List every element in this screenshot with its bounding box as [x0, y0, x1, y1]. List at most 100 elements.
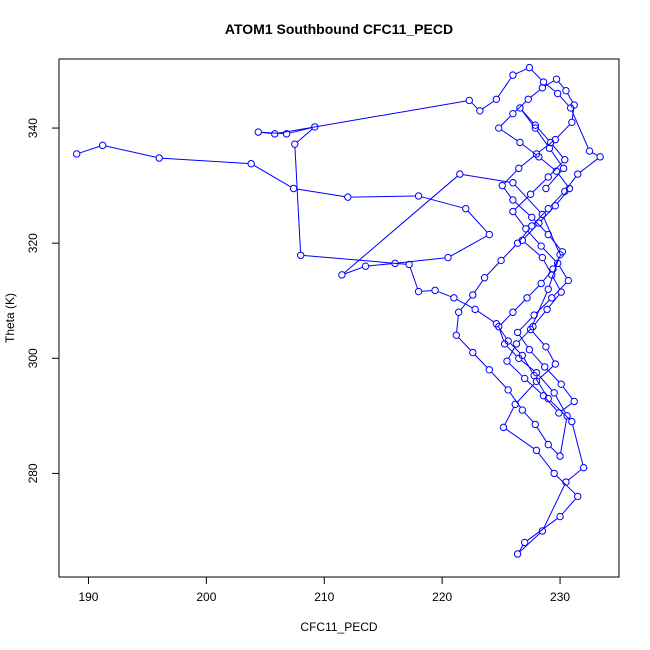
data-point: [550, 469, 558, 478]
y-axis-label: Theta (K): [3, 293, 17, 343]
series-line-segment: [538, 365, 554, 380]
data-point: [271, 130, 279, 138]
series-line-segment: [514, 213, 525, 227]
series-line-segment: [456, 315, 459, 333]
series-line-segment: [474, 280, 484, 293]
data-point: [509, 71, 517, 79]
series-line-segment: [458, 337, 471, 351]
data-point: [513, 550, 522, 558]
series-line-segment: [579, 158, 598, 173]
series-line-segment: [557, 124, 570, 138]
data-point: [509, 109, 517, 118]
data-point: [480, 274, 489, 282]
data-point: [545, 144, 554, 152]
data-point: [538, 210, 547, 219]
data-point: [559, 164, 568, 173]
data-point: [532, 446, 541, 455]
data-point: [568, 417, 576, 426]
series-line-segment: [514, 201, 530, 216]
data-point: [476, 107, 484, 115]
series-line-segment: [517, 383, 535, 403]
data-point: [563, 412, 571, 420]
data-point: [548, 271, 556, 279]
data-point: [512, 340, 521, 348]
data-point: [525, 345, 534, 354]
series-line-segment: [549, 236, 561, 250]
data-point: [574, 170, 582, 178]
series-line-segment: [562, 386, 573, 400]
data-point: [524, 95, 532, 103]
series-line-segment: [538, 452, 553, 472]
series-line-segment: [351, 195, 416, 198]
data-point: [579, 463, 588, 472]
series-line-segment: [519, 228, 531, 242]
data-point: [552, 167, 561, 175]
series-line-segment: [514, 184, 541, 213]
data-point: [391, 259, 399, 268]
data-point: [254, 128, 262, 136]
series-line-segment: [559, 95, 569, 106]
data-point: [469, 291, 477, 299]
series-line-segment: [561, 498, 577, 515]
data-point: [518, 236, 527, 245]
y-tick-label: 320: [26, 233, 40, 253]
series-line-segment: [540, 158, 555, 170]
data-point: [155, 154, 163, 162]
series-line-segment: [477, 310, 495, 323]
data-point: [531, 121, 539, 129]
series-line-segment: [344, 266, 363, 275]
series-line-segment: [552, 144, 564, 158]
series-line-segment: [550, 150, 563, 167]
series-line-segment: [530, 89, 541, 98]
data-point: [405, 260, 413, 269]
series-line-segment: [519, 532, 541, 553]
series-line-segment: [547, 349, 555, 362]
data-point: [509, 207, 517, 216]
series-line-segment: [567, 93, 574, 103]
x-tick-label: 190: [78, 590, 98, 604]
data-point: [504, 386, 512, 394]
data-point: [247, 160, 255, 168]
data-point: [414, 192, 423, 200]
series-line-segment: [536, 426, 547, 443]
series-line-segment: [528, 285, 540, 296]
series-line-segment: [558, 81, 565, 89]
data-point: [557, 288, 565, 296]
data-point: [72, 150, 81, 158]
series-line-segment: [520, 359, 535, 372]
series-line-segment: [527, 230, 540, 244]
data-point: [556, 452, 564, 460]
series-line-segment: [536, 299, 550, 314]
series-line-segment: [532, 331, 545, 345]
series-line-segment: [482, 100, 495, 110]
data-point: [543, 305, 551, 314]
series-line-segment: [501, 129, 518, 142]
data-point: [471, 305, 479, 314]
series-line-segment: [543, 484, 566, 529]
data-point: [565, 184, 574, 193]
series-line-segment: [499, 329, 505, 342]
series-line-segment: [545, 83, 556, 92]
axes: 190 200 210 220 230 280 300 320 340: [26, 118, 570, 604]
series-line-segment: [568, 469, 582, 481]
series-line-segment: [518, 328, 532, 342]
data-point: [98, 141, 107, 150]
series-line-segment: [505, 428, 535, 449]
data-point: [556, 512, 564, 521]
series-line-segment: [486, 262, 500, 276]
series-line-segment: [543, 260, 551, 273]
data-point: [532, 368, 541, 377]
data-point: [550, 389, 558, 397]
data-point: [361, 262, 370, 270]
series-line-segment: [261, 131, 272, 134]
data-point: [485, 230, 494, 239]
data-point: [523, 294, 531, 302]
series-line-segment: [520, 155, 535, 167]
data-point: [498, 181, 506, 190]
series-line-segment: [437, 291, 452, 298]
data-point: [541, 363, 549, 371]
x-tick-label: 220: [432, 590, 452, 604]
series-line-segment: [467, 210, 488, 233]
data-point: [509, 196, 517, 204]
